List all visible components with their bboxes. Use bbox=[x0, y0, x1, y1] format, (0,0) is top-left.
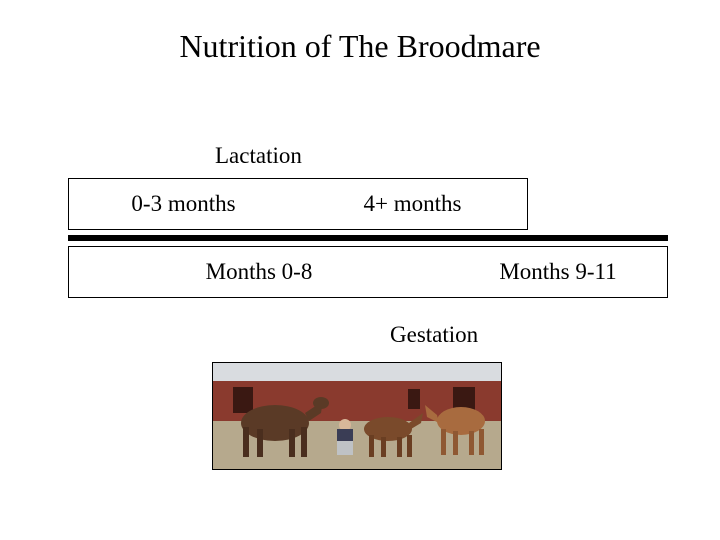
gestation-label: Gestation bbox=[390, 322, 478, 348]
lactation-cell-0-3: 0-3 months bbox=[69, 179, 298, 229]
gestation-cell-0-8: Months 0-8 bbox=[69, 247, 449, 297]
gestation-row: Months 0-8 Months 9-11 bbox=[68, 246, 668, 298]
lactation-label: Lactation bbox=[215, 143, 302, 169]
lactation-row: 0-3 months 4+ months bbox=[68, 178, 528, 230]
horses-image bbox=[212, 362, 502, 470]
horses-photo-placeholder-icon bbox=[213, 363, 502, 470]
page-title: Nutrition of The Broodmare bbox=[0, 28, 720, 65]
timeline-bar bbox=[68, 235, 668, 241]
gestation-cell-9-11: Months 9-11 bbox=[449, 247, 667, 297]
lactation-cell-4plus: 4+ months bbox=[298, 179, 527, 229]
